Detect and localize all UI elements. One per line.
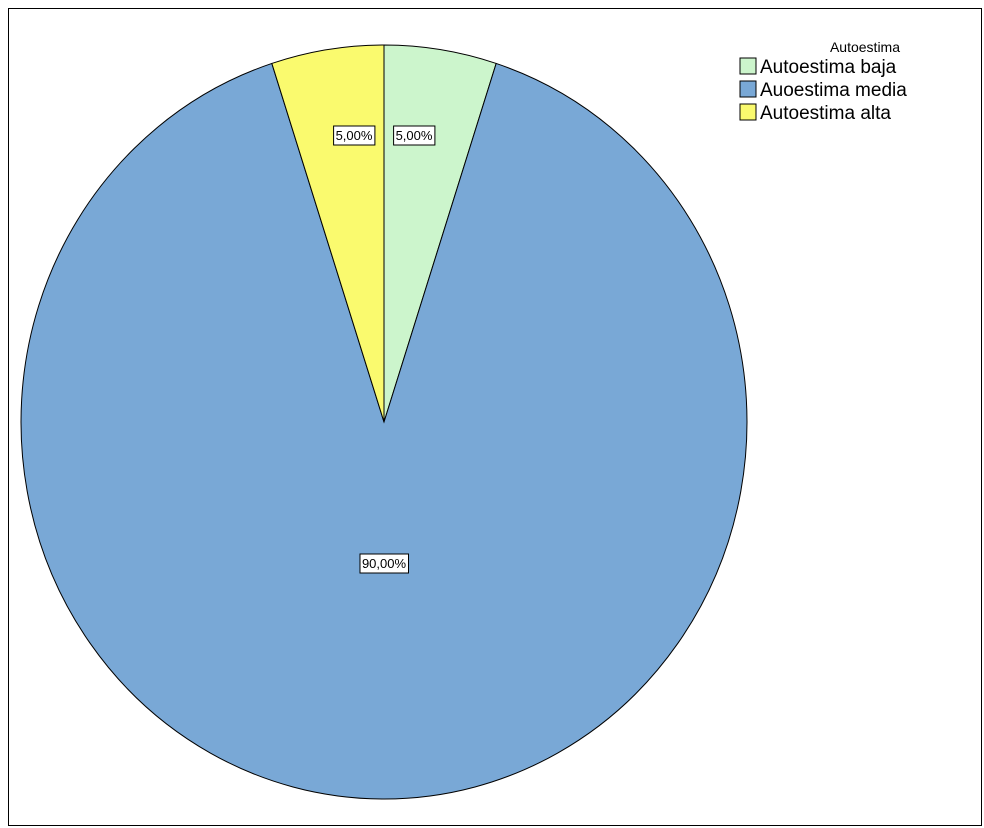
data-label-box-2: [359, 553, 409, 574]
data-label-3: 5,00%: [333, 125, 376, 146]
pie-data-labels: 5,00% 90,00% 5,00%: [333, 125, 436, 574]
data-label-text-2: 90,00%: [362, 556, 407, 571]
legend-item-3: Autoestima alta: [739, 103, 891, 124]
legend-label-1: Autoestima baja: [760, 57, 897, 78]
legend-swatch-3: [739, 103, 757, 121]
legend-label-2: Auoestima media: [760, 80, 907, 101]
data-label-box-1: [393, 125, 436, 146]
data-label-2: 90,00%: [359, 553, 409, 574]
data-label-text-3: 5,00%: [336, 128, 373, 143]
pie-slice-2: [20, 62, 748, 800]
data-label-box-3: [333, 125, 376, 146]
legend-item-2: Auoestima media: [739, 80, 907, 101]
legend-title: Autoestima: [830, 39, 900, 55]
legend-item-1: Autoestima baja: [739, 57, 897, 78]
legend-label-3: Autoestima alta: [760, 103, 891, 124]
data-label-text-1: 5,00%: [396, 128, 433, 143]
pie-slices: [20, 44, 748, 800]
legend-swatch-1: [739, 57, 757, 75]
legend-swatch-2: [739, 80, 757, 98]
data-label-1: 5,00%: [393, 125, 436, 146]
